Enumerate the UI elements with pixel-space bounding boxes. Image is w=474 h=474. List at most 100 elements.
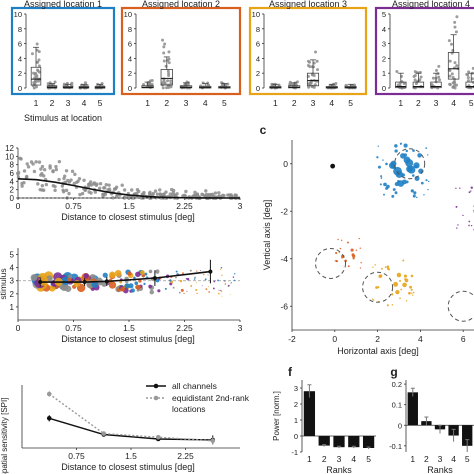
data-point	[146, 82, 150, 86]
data-point	[396, 272, 402, 278]
data-point	[35, 42, 39, 46]
data-point	[167, 57, 171, 61]
x-tick-label: 0.75	[68, 451, 85, 461]
data-point	[218, 289, 220, 291]
data-point	[195, 288, 198, 291]
data-point	[451, 76, 455, 80]
data-point	[374, 264, 376, 266]
data-point	[450, 72, 454, 76]
data-point	[386, 265, 390, 268]
data-point	[392, 188, 396, 192]
y-tick-label: 5	[10, 251, 15, 260]
series-point	[46, 416, 52, 421]
y-tick-label: 0	[382, 84, 386, 93]
data-point	[413, 191, 417, 195]
box	[160, 69, 173, 86]
y-tick-label: 0	[294, 432, 298, 441]
mean-point	[82, 280, 87, 285]
panel-label: g	[390, 365, 397, 379]
data-point	[233, 194, 238, 198]
x-tick-label: 3	[438, 454, 443, 464]
data-point	[467, 70, 471, 74]
data-point	[417, 153, 422, 158]
data-point	[453, 61, 457, 65]
y-tick-label: 6	[128, 40, 132, 49]
location-frame	[10, 6, 116, 96]
data-point	[385, 162, 388, 166]
data-point	[36, 68, 40, 72]
data-point	[201, 81, 205, 85]
x-tick-label: 3	[238, 323, 243, 333]
data-point	[149, 289, 155, 295]
data-point	[61, 188, 65, 192]
mean-point	[104, 279, 109, 284]
data-point	[64, 188, 69, 193]
data-point	[101, 192, 105, 197]
data-point	[412, 74, 416, 78]
legend-marker	[153, 383, 159, 389]
data-point	[310, 65, 314, 69]
data-point	[377, 145, 379, 147]
data-point	[358, 237, 360, 240]
data-point	[67, 191, 71, 196]
data-point	[219, 289, 221, 292]
data-point	[233, 279, 236, 281]
data-point	[395, 289, 400, 295]
y-tick-label: -4	[280, 254, 288, 264]
data-point	[220, 290, 223, 292]
y-tick-label: 0	[256, 84, 260, 93]
data-point	[360, 262, 362, 264]
data-point	[139, 196, 144, 200]
y-tick-label: 1	[382, 69, 386, 78]
data-point	[194, 276, 196, 279]
data-point	[210, 192, 215, 197]
data-point	[183, 194, 187, 198]
data-point	[379, 183, 382, 186]
mean-point	[208, 269, 213, 274]
data-point	[169, 187, 174, 192]
data-point	[352, 257, 355, 260]
data-point	[386, 267, 390, 270]
box	[30, 66, 42, 86]
x-tick-label: 2	[375, 334, 380, 344]
data-point	[355, 249, 357, 251]
data-point	[226, 193, 230, 197]
data-point	[394, 191, 398, 195]
x-tick-label: 5	[348, 98, 353, 108]
stimulus-circle	[315, 248, 347, 279]
panel-label: f	[288, 365, 293, 379]
data-point	[220, 266, 223, 269]
data-point	[316, 68, 320, 72]
data-point	[186, 277, 190, 281]
data-point	[175, 192, 179, 196]
data-point	[455, 205, 458, 208]
data-point	[232, 276, 235, 278]
data-point	[57, 159, 62, 164]
x-tick-label: 2	[164, 98, 169, 108]
legend-label: locations	[172, 404, 206, 414]
data-point	[153, 189, 158, 193]
y-tick-label: 8	[256, 25, 260, 34]
data-point	[128, 283, 134, 289]
series-point	[210, 438, 216, 444]
data-point	[40, 183, 45, 188]
data-point	[377, 165, 381, 169]
data-point	[142, 82, 146, 86]
data-point	[42, 168, 47, 172]
data-point	[451, 85, 455, 89]
data-point	[98, 182, 103, 186]
data-point	[116, 288, 120, 292]
data-point	[165, 86, 169, 90]
data-point	[312, 61, 316, 65]
data-point	[377, 286, 380, 289]
y-tick-label: 4	[10, 264, 15, 273]
data-point	[308, 65, 312, 69]
x-axis-label: Stimulus at location	[24, 113, 102, 123]
y-tick-label: 0	[18, 84, 22, 93]
x-tick-label: 1	[34, 98, 39, 108]
x-tick-label: 3	[311, 98, 316, 108]
x-tick-label: 2.25	[176, 201, 193, 211]
x-tick-label: 0	[16, 201, 21, 211]
data-point	[397, 179, 401, 183]
data-point	[20, 184, 24, 188]
